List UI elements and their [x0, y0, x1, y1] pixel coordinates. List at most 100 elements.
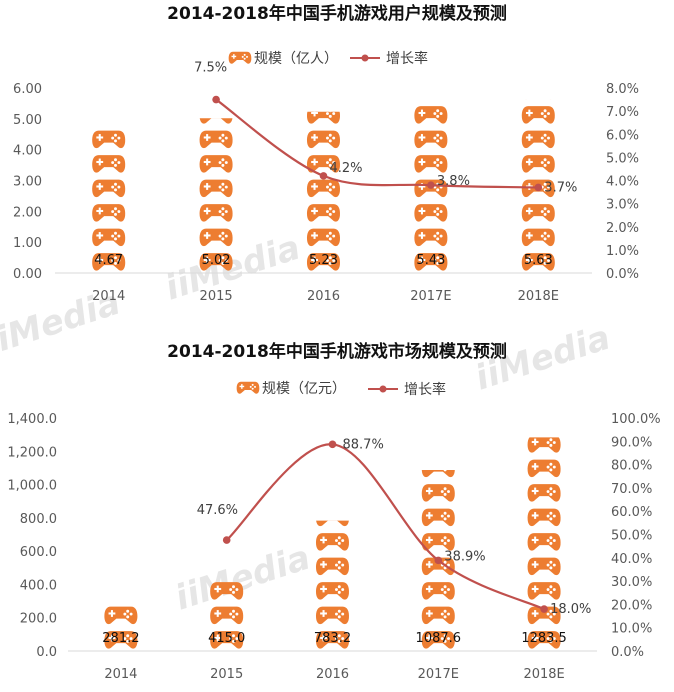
- bar-value-label: 4.67: [94, 253, 123, 268]
- x-tick-label: 2016: [307, 289, 340, 304]
- growth-value-label: 18.0%: [550, 602, 591, 617]
- gamepad-icon: [527, 557, 561, 576]
- bar-value-label: 281.2: [102, 631, 139, 646]
- gamepad-icon: [414, 204, 448, 222]
- gamepad-icon: [92, 106, 125, 123]
- growth-point: [212, 95, 220, 104]
- y-tick-label: 1,000.0: [7, 479, 57, 494]
- y2-tick-label: 7.0%: [606, 105, 639, 120]
- bar: [315, 520, 350, 649]
- gamepad-icon: [92, 179, 126, 198]
- gamepad-icon: [92, 155, 126, 173]
- gamepad-icon: [527, 508, 561, 527]
- gamepad-icon: [521, 204, 555, 222]
- y-tick-label: 800.0: [20, 512, 57, 527]
- gamepad-icon: [527, 533, 561, 551]
- growth-value-label: 88.7%: [343, 437, 384, 452]
- x-tick-label: 2018E: [518, 289, 559, 304]
- bar: [421, 469, 455, 649]
- y-tick-label: 1.00: [13, 236, 42, 251]
- gamepad-icon: [414, 155, 448, 173]
- y2-tick-label: 100.0%: [611, 412, 661, 427]
- gamepad-icon: [92, 228, 126, 247]
- gamepad-icon: [199, 204, 233, 222]
- growth-value-label: 7.5%: [194, 61, 227, 76]
- legend-bar-swatch-icon: [228, 51, 252, 64]
- gamepad-icon: [421, 582, 455, 600]
- gamepad-icon: [210, 606, 244, 625]
- y-tick-label: 200.0: [20, 612, 57, 627]
- growth-point: [427, 181, 435, 189]
- gamepad-icon: [92, 130, 126, 149]
- growth-line: [225, 443, 545, 611]
- y-tick-label: 0.00: [13, 267, 42, 282]
- y2-tick-label: 0.0%: [611, 645, 644, 660]
- gamepad-icon: [199, 130, 233, 149]
- gamepad-icon: [199, 179, 233, 198]
- growth-point: [534, 183, 543, 192]
- y2-tick-label: 5.0%: [606, 151, 639, 166]
- bar-value-label: 415.0: [208, 631, 245, 646]
- legend-line-label: 增长率: [404, 381, 446, 398]
- gamepad-icon: [421, 484, 455, 502]
- y2-tick-label: 60.0%: [611, 505, 652, 520]
- y-tick-label: 400.0: [20, 578, 57, 593]
- legend-bar-swatch-icon: [236, 381, 260, 394]
- chart-title: 2014-2018年中国手机游戏市场规模及预测: [167, 341, 507, 362]
- growth-value-label: 4.2%: [330, 161, 363, 176]
- y-tick-label: 4.00: [13, 144, 42, 159]
- gamepad-icon: [315, 557, 350, 576]
- x-tick-label: 2018E: [523, 667, 564, 682]
- y2-tick-label: 10.0%: [611, 622, 652, 637]
- y2-tick-label: 2.0%: [606, 221, 639, 236]
- y-tick-label: 2.00: [13, 205, 42, 220]
- watermark-logo-4: iiMedia: [170, 538, 315, 619]
- gamepad-icon: [306, 228, 341, 247]
- gamepad-icon: [522, 57, 555, 74]
- legend-line-marker: [361, 54, 369, 62]
- bar-value-label: 783.2: [314, 631, 351, 646]
- growth-point: [434, 556, 443, 565]
- gamepad-icon: [421, 606, 455, 625]
- growth-value-label: 3.8%: [437, 174, 470, 189]
- gamepad-icon: [306, 204, 341, 222]
- growth-value-label: 38.9%: [444, 549, 485, 564]
- gamepad-icon: [522, 82, 555, 99]
- growth-value-label: 3.7%: [544, 180, 577, 195]
- gamepad-icon: [315, 606, 350, 625]
- y2-tick-label: 30.0%: [611, 575, 652, 590]
- x-tick-label: 2017E: [418, 667, 459, 682]
- growth-value-label: 47.6%: [197, 503, 238, 518]
- gamepad-icon: [527, 582, 561, 600]
- gamepad-icon: [199, 155, 233, 173]
- gamepad-icon: [527, 459, 561, 478]
- gamepad-icon: [414, 106, 448, 124]
- gamepad-icon: [421, 508, 455, 527]
- bar: [92, 106, 126, 271]
- x-tick-label: 2015: [210, 667, 243, 682]
- x-tick-label: 2017E: [410, 289, 451, 304]
- growth-point: [222, 536, 231, 544]
- bar-value-label: 5.02: [202, 253, 231, 268]
- y2-tick-label: 40.0%: [611, 552, 652, 567]
- bar: [521, 57, 555, 271]
- legend-line-marker: [379, 385, 387, 393]
- legend: 规模（亿人） 增长率: [228, 50, 428, 67]
- gamepad-icon: [521, 130, 555, 149]
- y2-tick-label: 4.0%: [606, 175, 639, 190]
- gamepad-icon: [414, 228, 448, 247]
- gamepad-icon: [306, 130, 341, 149]
- y2-tick-label: 80.0%: [611, 459, 652, 474]
- y2-tick-label: 20.0%: [611, 598, 652, 613]
- bar-value-label: 5.43: [416, 253, 445, 268]
- x-tick-label: 2015: [200, 289, 233, 304]
- gamepad-icon: [521, 228, 555, 247]
- y2-tick-label: 90.0%: [611, 435, 652, 450]
- x-tick-label: 2014: [104, 667, 137, 682]
- gamepad-icon: [199, 228, 233, 247]
- gamepad-icon: [315, 520, 350, 527]
- y2-tick-label: 50.0%: [611, 529, 652, 544]
- gamepad-icon: [414, 130, 448, 149]
- y-tick-label: 1,400.0: [7, 412, 57, 427]
